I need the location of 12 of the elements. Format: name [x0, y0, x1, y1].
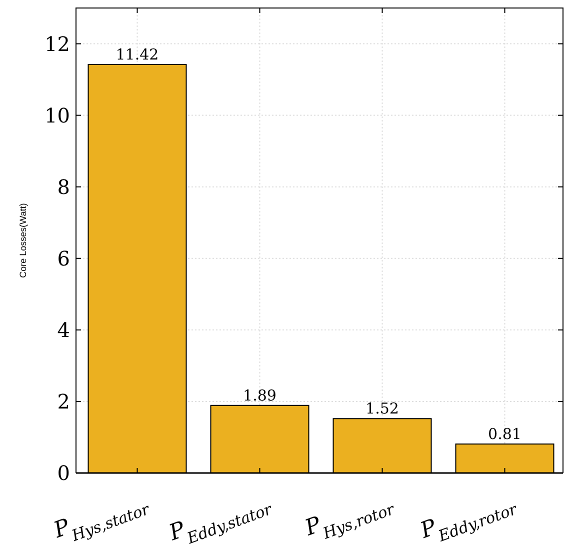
data-label: 1.52 — [366, 400, 399, 418]
y-tick-label: 2 — [57, 389, 70, 414]
y-tick-label: 8 — [57, 174, 70, 199]
y-tick-label: 10 — [44, 103, 70, 128]
y-tick-label: 6 — [57, 246, 70, 270]
y-tick-label: 0 — [57, 461, 70, 485]
data-label: 1.89 — [243, 386, 276, 404]
y-axis-title: Core Losses(Watt) — [18, 203, 28, 278]
y-tick-label: 12 — [44, 32, 70, 56]
data-label: 11.42 — [116, 46, 159, 64]
y-tick-label: 4 — [57, 318, 70, 342]
data-label: 0.81 — [488, 425, 522, 444]
